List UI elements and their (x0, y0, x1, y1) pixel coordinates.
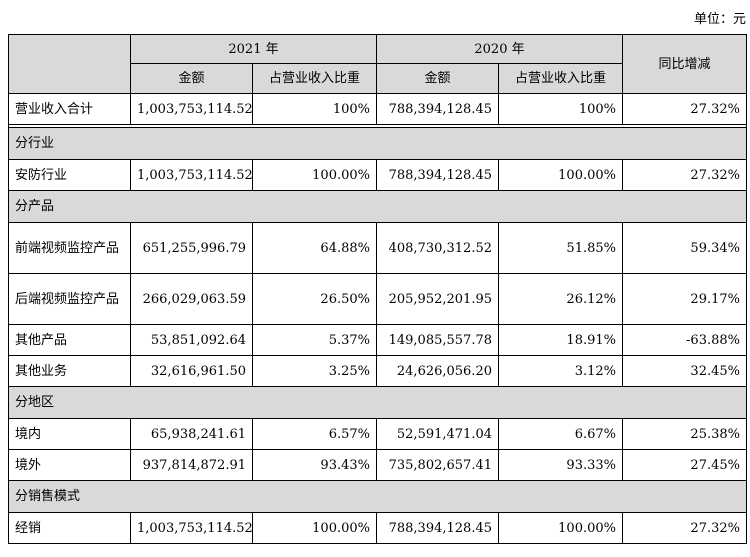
ratio-2021: 26.50% (252, 273, 377, 325)
section-sales: 分销售模式 (8, 480, 747, 513)
ratio-2021: 3.25% (252, 355, 377, 387)
table-row: 后端视频监控产品 266,029,063.59 26.50% 205,952,201.… (8, 273, 747, 325)
section-product: 分产品 (8, 190, 747, 223)
section-row-product: 分产品 (8, 190, 747, 223)
ratio-2020: 100.00% (498, 159, 623, 191)
yoy-change: -63.88% (622, 324, 747, 356)
amount-2021: 651,255,996.79 (130, 222, 253, 274)
amount-2021: 266,029,063.59 (130, 273, 253, 325)
ratio-2020: 93.33% (498, 449, 623, 481)
amount-2020: 735,802,657.41 (376, 449, 499, 481)
ratio-2021: 64.88% (252, 222, 377, 274)
section-industry: 分行业 (8, 127, 747, 160)
amount-2021: 937,814,872.91 (130, 449, 253, 481)
ratio-2020: 18.91% (498, 324, 623, 356)
row-label: 安防行业 (8, 159, 131, 191)
total-yoy: 27.32% (622, 93, 747, 125)
header-ratio-2021: 占营业收入比重 (252, 63, 377, 94)
section-row-region: 分地区 (8, 386, 747, 419)
yoy-change: 29.17% (622, 273, 747, 325)
yoy-change: 27.45% (622, 449, 747, 481)
row-label: 境内 (8, 418, 131, 450)
row-label: 经销 (8, 512, 131, 544)
amount-2021: 53,851,092.64 (130, 324, 253, 356)
header-year-2021: 2021 年 (130, 34, 377, 64)
table-row: 境内 65,938,241.61 6.57% 52,591,471.04 6.67% 25… (8, 418, 747, 450)
header-amount-2020: 金额 (376, 63, 499, 94)
table-row: 安防行业 1,003,753,114.52 100.00% 788,394,128.4… (8, 159, 747, 191)
row-gap (8, 124, 747, 128)
ratio-2021: 100.00% (252, 159, 377, 191)
header-row-columns: 金额 占营业收入比重 金额 占营业收入比重 (9, 63, 747, 94)
ratio-2020: 3.12% (498, 355, 623, 387)
table-row: 经销 1,003,753,114.52 100.00% 788,394,128.45 1… (8, 512, 747, 544)
table-row: 境外 937,814,872.91 93.43% 735,802,657.41 93.3… (8, 449, 747, 481)
row-label: 境外 (8, 449, 131, 481)
header-ratio-2020: 占营业收入比重 (498, 63, 623, 94)
ratio-2020: 26.12% (498, 273, 623, 325)
total-row: 营业收入合计 1,003,753,114.52 100% 788,394,128… (8, 93, 747, 125)
ratio-2021: 5.37% (252, 324, 377, 356)
header-blank-cell (8, 34, 131, 94)
yoy-change: 32.45% (622, 355, 747, 387)
amount-2020: 788,394,128.45 (376, 159, 499, 191)
header-yoy: 同比增减 (622, 34, 747, 94)
row-label: 后端视频监控产品 (8, 273, 131, 325)
section-row-sales: 分销售模式 (8, 480, 747, 513)
total-ratio-2021: 100% (252, 93, 377, 125)
amount-2020: 788,394,128.45 (376, 512, 499, 544)
header-row-years: 2021 年 2020 年 同比增减 (8, 34, 747, 94)
yoy-change: 27.32% (622, 159, 747, 191)
ratio-2021: 6.57% (252, 418, 377, 450)
amount-2021: 1,003,753,114.52 (130, 159, 253, 191)
ratio-2021: 93.43% (252, 449, 377, 481)
total-amount-2020: 788,394,128.45 (376, 93, 499, 125)
amount-2021: 32,616,961.50 (130, 355, 253, 387)
ratio-2021: 100.00% (252, 512, 377, 544)
ratio-2020: 100.00% (498, 512, 623, 544)
amount-2020: 52,591,471.04 (376, 418, 499, 450)
amount-2021: 1,003,753,114.52 (130, 512, 253, 544)
amount-2021: 65,938,241.61 (130, 418, 253, 450)
amount-2020: 24,626,056.20 (376, 355, 499, 387)
ratio-2020: 6.67% (498, 418, 623, 450)
amount-2020: 149,085,557.78 (376, 324, 499, 356)
table-row: 其他产品 53,851,092.64 5.37% 149,085,557.78 18.9… (8, 324, 747, 356)
row-label: 其他产品 (8, 324, 131, 356)
row-label: 其他业务 (8, 355, 131, 387)
header-amount-2021: 金额 (130, 63, 253, 94)
yoy-change: 25.38% (622, 418, 747, 450)
yoy-change: 59.34% (622, 222, 747, 274)
total-ratio-2020: 100% (498, 93, 623, 125)
amount-2020: 408,730,312.52 (376, 222, 499, 274)
header-year-2020: 2020 年 (376, 34, 623, 64)
section-row-industry: 分行业 (8, 127, 747, 160)
ratio-2020: 51.85% (498, 222, 623, 274)
table-row: 前端视频监控产品 651,255,996.79 64.88% 408,730,312.… (8, 222, 747, 274)
row-label: 前端视频监控产品 (8, 222, 131, 274)
amount-2020: 205,952,201.95 (376, 273, 499, 325)
total-amount-2021: 1,003,753,114.52 (130, 93, 253, 125)
revenue-table: 2021 年 2020 年 同比增减 金额 占营业收入比重 金额 占营业收入比重… (8, 34, 747, 544)
table-row: 其他业务 32,616,961.50 3.25% 24,626,056.20 3.12%… (8, 355, 747, 387)
yoy-change: 27.32% (622, 512, 747, 544)
total-label: 营业收入合计 (8, 93, 131, 125)
unit-label: 单位：元 (693, 12, 746, 27)
section-region: 分地区 (8, 386, 747, 419)
